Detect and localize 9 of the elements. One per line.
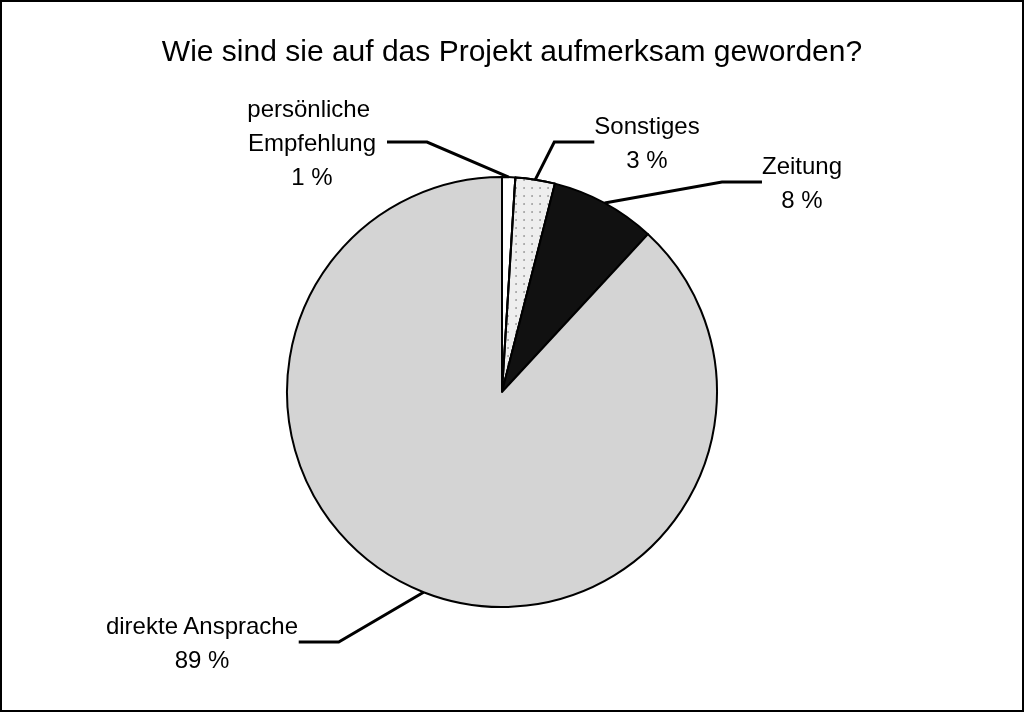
data-label: 1 % [291,162,333,190]
slice-label: Sonstiges [594,111,700,139]
chart-title: Wie sind sie auf das Projekt aufmerksam geworden? [161,33,863,67]
data-label: 8 % [781,185,823,213]
slice-label: direkte Ansprache [105,611,299,639]
data-label: 89 % [174,645,230,673]
slice-label: Zeitung [761,151,843,179]
data-label: 3 % [626,145,668,173]
slice-label: persönliche Empfehlung [247,94,377,156]
